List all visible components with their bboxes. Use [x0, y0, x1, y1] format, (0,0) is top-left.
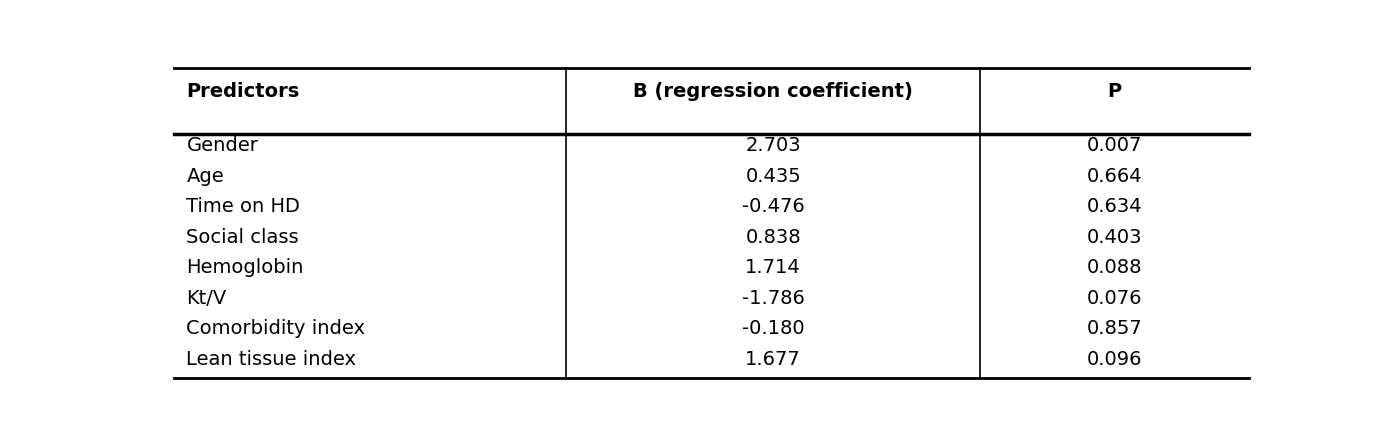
Text: 0.096: 0.096 — [1087, 350, 1142, 369]
Text: Kt/V: Kt/V — [186, 289, 226, 308]
Text: -0.180: -0.180 — [743, 319, 805, 338]
Text: B (regression coefficient): B (regression coefficient) — [633, 82, 913, 101]
Text: Social class: Social class — [186, 228, 298, 247]
Text: -1.786: -1.786 — [741, 289, 805, 308]
Text: Lean tissue index: Lean tissue index — [186, 350, 357, 369]
Text: Gender: Gender — [186, 136, 258, 156]
Text: 0.088: 0.088 — [1087, 258, 1142, 277]
Text: 0.007: 0.007 — [1087, 136, 1142, 156]
Text: -0.476: -0.476 — [741, 197, 805, 216]
Text: 0.838: 0.838 — [745, 228, 801, 247]
Text: 1.677: 1.677 — [745, 350, 801, 369]
Text: Predictors: Predictors — [186, 82, 300, 101]
Text: 0.435: 0.435 — [745, 167, 801, 186]
Text: 0.403: 0.403 — [1087, 228, 1142, 247]
Text: Comorbidity index: Comorbidity index — [186, 319, 365, 338]
Text: Age: Age — [186, 167, 223, 186]
Text: Hemoglobin: Hemoglobin — [186, 258, 304, 277]
Text: 0.857: 0.857 — [1087, 319, 1142, 338]
Text: 2.703: 2.703 — [745, 136, 801, 156]
Text: P: P — [1108, 82, 1122, 101]
Text: 0.076: 0.076 — [1087, 289, 1142, 308]
Text: Time on HD: Time on HD — [186, 197, 300, 216]
Text: 0.634: 0.634 — [1087, 197, 1142, 216]
Text: 1.714: 1.714 — [745, 258, 801, 277]
Text: 0.664: 0.664 — [1087, 167, 1142, 186]
